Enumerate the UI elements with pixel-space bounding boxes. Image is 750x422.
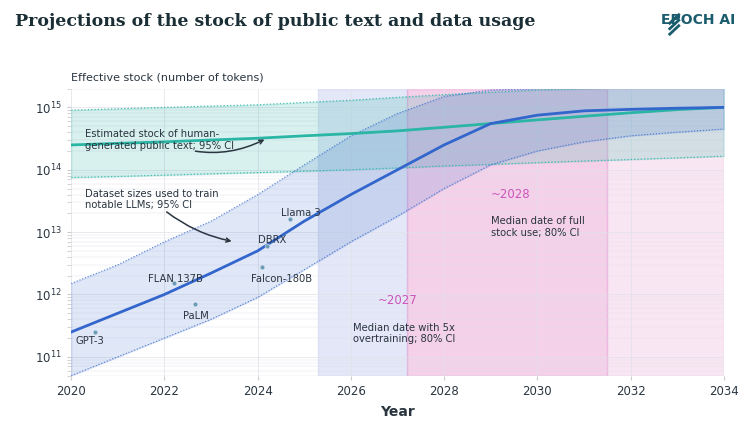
- Text: Effective stock (number of tokens): Effective stock (number of tokens): [71, 72, 264, 82]
- Text: Falcon-180B: Falcon-180B: [251, 273, 312, 284]
- Bar: [406, 89, 608, 376]
- Text: Median date with 5x
overtraining; 80% CI: Median date with 5x overtraining; 80% CI: [353, 323, 455, 344]
- Bar: [608, 89, 724, 376]
- Bar: [318, 89, 407, 376]
- Text: Estimated stock of human-
generated public text; 95% CI: Estimated stock of human- generated publ…: [86, 129, 263, 152]
- Text: FLAN 137B: FLAN 137B: [148, 273, 203, 284]
- Text: ~2027: ~2027: [377, 294, 417, 307]
- Text: ~2028: ~2028: [490, 188, 530, 201]
- Text: Dataset sizes used to train
notable LLMs; 95% CI: Dataset sizes used to train notable LLMs…: [86, 189, 230, 242]
- Text: Projections of the stock of public text and data usage: Projections of the stock of public text …: [15, 13, 536, 30]
- Text: EPOCH AI: EPOCH AI: [661, 13, 735, 27]
- Text: PaLM: PaLM: [183, 311, 209, 321]
- Text: DBRX: DBRX: [258, 235, 286, 245]
- Text: Median date of full
stock use; 80% CI: Median date of full stock use; 80% CI: [490, 216, 584, 238]
- Text: Llama 3: Llama 3: [281, 208, 320, 218]
- X-axis label: Year: Year: [380, 405, 415, 419]
- Text: GPT-3: GPT-3: [76, 336, 105, 346]
